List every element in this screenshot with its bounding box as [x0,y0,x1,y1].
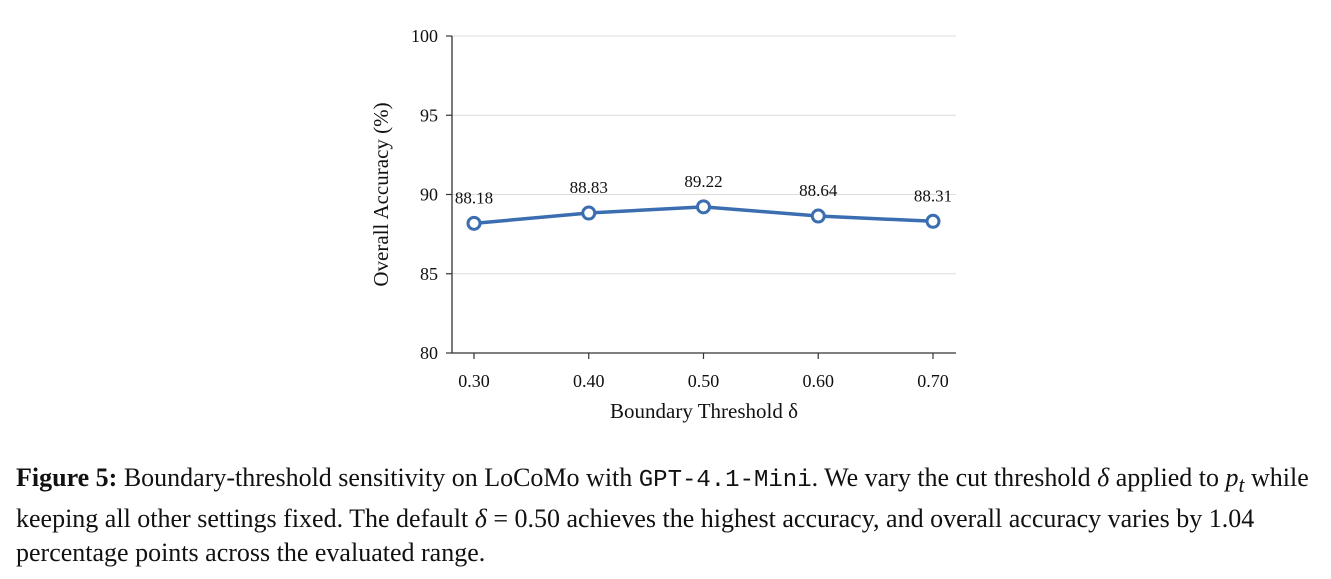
caption-label: Figure 5: [16,463,118,492]
x-tick-label-0.50: 0.50 [688,371,720,391]
data-point-0.40 [581,205,597,221]
y-tick-label-80: 80 [420,343,438,363]
x-axis-label: Boundary Threshold δ [610,399,798,423]
caption-p: p [1225,463,1239,492]
y-tick-label-90: 90 [420,185,438,205]
caption-text-1: Boundary-threshold sensitivity on LoCoMo… [117,463,639,492]
caption-delta-1: δ [1097,463,1110,492]
y-tick-label-85: 85 [420,264,438,284]
data-point-0.60 [810,208,826,224]
data-point-0.50 [696,199,711,215]
caption-model: GPT-4.1-Mini [638,467,812,494]
y-axis-label: Overall Accuracy (%) [369,102,393,286]
data-label-0.60: 88.64 [799,181,838,200]
gridlines [452,35,956,275]
data-labels: 88.18 88.83 89.22 88.64 88.31 [455,172,952,207]
caption-text-3: applied to [1109,463,1226,492]
data-label-0.50: 89.22 [684,172,722,191]
caption-text-2: . We vary the cut threshold [811,463,1098,492]
x-tick-label-0.30: 0.30 [458,371,490,391]
y-ticks: 80 85 90 95 100 [411,26,452,363]
data-label-0.40: 88.83 [570,178,608,197]
data-label-0.70: 88.31 [914,186,952,205]
x-tick-label-0.60: 0.60 [803,371,835,391]
caption-text-5: = 0.50 achieves the highest accuracy, an… [16,504,1255,568]
x-tick-label-0.70: 0.70 [917,371,949,391]
y-tick-label-95: 95 [420,105,438,125]
data-point-0.70 [925,213,941,229]
caption-delta-2: δ [474,504,487,534]
figure-caption: Figure 5: Boundary-threshold sensitivity… [16,461,1321,570]
series [466,199,941,231]
x-ticks: 0.30 0.40 0.50 0.60 0.70 [458,353,949,391]
caption-text-4: while keeping all other settings fixed. … [16,463,1309,534]
caption-sub-t: t [1238,473,1245,498]
data-point-0.30 [466,215,482,231]
data-label-0.30: 88.18 [455,188,493,207]
y-tick-label-100: 100 [411,26,438,46]
x-tick-label-0.40: 0.40 [573,371,605,391]
